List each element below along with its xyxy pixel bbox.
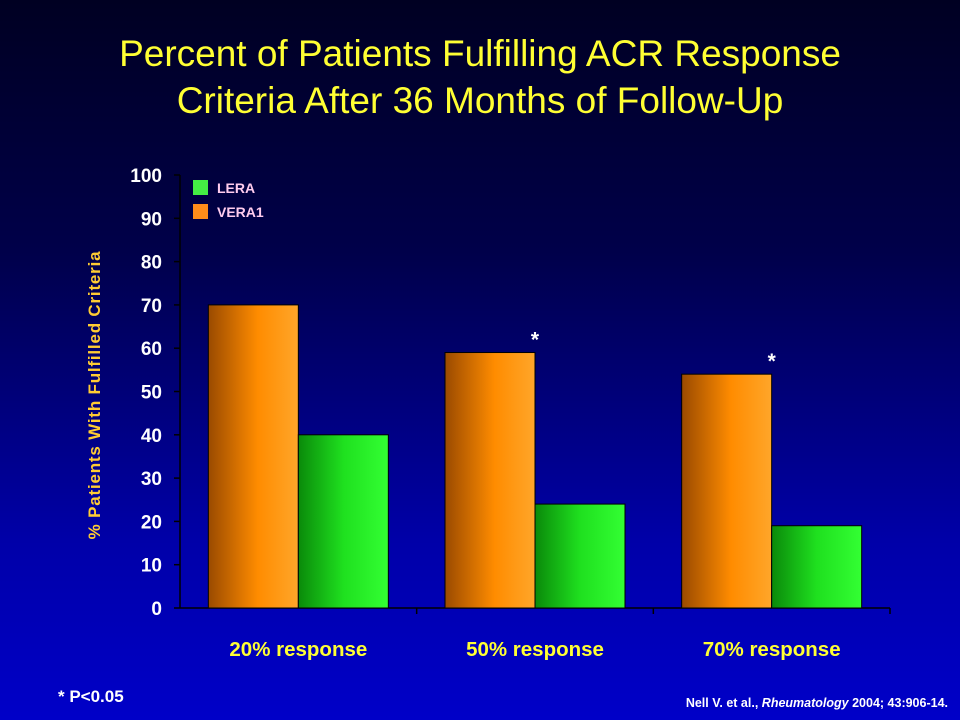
- title-line-1: Percent of Patients Fulfilling ACR Respo…: [119, 33, 841, 74]
- citation-journal: Rheumatology: [761, 696, 849, 710]
- y-tick-label: 90: [141, 209, 162, 230]
- citation: Nell V. et al., Rheumatology 2004; 43:90…: [686, 696, 948, 710]
- citation-authors: Nell V. et al.,: [685, 696, 759, 710]
- y-axis-title: % Patients With Fulfilled Criteria: [85, 251, 104, 540]
- significance-footnote: * P<0.05: [58, 687, 124, 706]
- y-tick-label: 50: [141, 383, 162, 404]
- x-category-label: 50% response: [466, 638, 604, 661]
- significance-asterisk: *: [768, 350, 777, 373]
- y-tick-label: 30: [141, 469, 162, 490]
- chart-title: Percent of Patients Fulfilling ACR Respo…: [20, 30, 940, 124]
- y-tick-label: 40: [141, 426, 162, 447]
- y-tick-label: 80: [141, 253, 162, 274]
- citation-details: 2004; 43:906-14.: [852, 696, 948, 710]
- y-tick-label: 70: [141, 296, 162, 317]
- x-category-label: 20% response: [229, 638, 367, 661]
- legend-label-vera1: VERA1: [217, 204, 264, 220]
- title-line-2: Criteria After 36 Months of Follow-Up: [176, 80, 784, 121]
- significance-asterisk: *: [531, 329, 540, 352]
- legend-swatch-vera1: [193, 204, 208, 219]
- legend-label-lera: LERA: [217, 180, 255, 196]
- y-tick-label: 10: [141, 556, 162, 577]
- y-tick-label: 60: [141, 339, 162, 360]
- bar-vera1: [207, 304, 299, 609]
- bar-vera1: [444, 352, 536, 609]
- bar-lera: [771, 525, 863, 609]
- bar-lera: [297, 434, 389, 609]
- y-tick-label: 20: [141, 512, 162, 533]
- x-category-label: 70% response: [703, 638, 841, 661]
- bar-lera: [534, 503, 626, 609]
- y-tick-label: 0: [151, 599, 162, 620]
- y-tick-label: 100: [130, 166, 162, 187]
- legend-swatch-lera: [193, 180, 208, 195]
- bar-vera1: [681, 373, 773, 609]
